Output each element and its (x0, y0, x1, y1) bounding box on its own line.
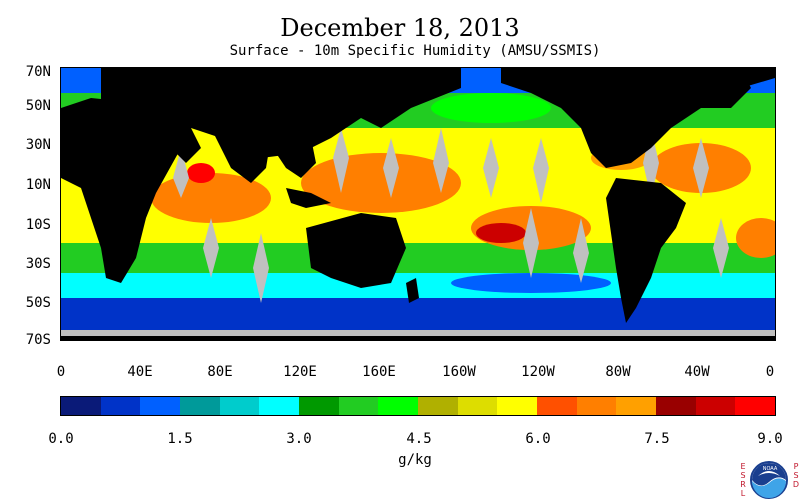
lon-label-80e: 80E (207, 364, 233, 380)
swath (483, 138, 499, 198)
missing-data-swaths (61, 80, 775, 340)
lat-label-50n: 50N (25, 98, 51, 114)
colorbar-swatch-15 (656, 397, 696, 415)
lon-label-120e: 120E (283, 364, 317, 380)
warm-core-arabian (187, 163, 215, 183)
humidity-map (60, 67, 776, 341)
logo-esrl-text: ESRL (740, 462, 746, 498)
lat-label-70s: 70S (25, 332, 51, 348)
logo-name: NOAA (762, 466, 778, 472)
colorbar-swatch-3 (180, 397, 220, 415)
colorbar-swatch-14 (616, 397, 657, 415)
colorbar-swatch-6 (299, 397, 339, 415)
colorbar-tick-3: 4.5 (406, 431, 432, 447)
lat-label-70n: 70N (25, 64, 51, 80)
swath (203, 218, 219, 278)
africa (61, 98, 181, 283)
lon-label-0-west: 0 (56, 364, 66, 380)
swath (333, 128, 349, 193)
map-title: December 18, 2013 (280, 14, 520, 42)
colorbar (60, 396, 776, 416)
swath (253, 233, 269, 303)
swath (523, 208, 539, 278)
colorbar-tick-4: 6.0 (525, 431, 551, 447)
lon-label-0-east: 0 (765, 364, 775, 380)
greenland (681, 68, 751, 108)
logo-psd-text: PSD (792, 462, 800, 489)
lat-label-50s: 50S (25, 295, 51, 311)
colorbar-swatch-0 (61, 397, 101, 415)
australia (306, 213, 406, 288)
colorbar-swatch-10 (457, 397, 498, 415)
colorbar-tick-0: 0.0 (48, 431, 74, 447)
colorbar-swatch-17 (735, 397, 776, 415)
colorbar-swatch-1 (100, 397, 141, 415)
colorbar-swatch-8 (378, 397, 419, 415)
lon-label-160e: 160E (362, 364, 396, 380)
colorbar-tick-2: 3.0 (286, 431, 312, 447)
colorbar-swatch-13 (576, 397, 617, 415)
colorbar-swatch-9 (418, 397, 458, 415)
southeast-asia (271, 128, 316, 178)
colorbar-swatch-12 (537, 397, 577, 415)
colorbar-swatch-5 (259, 397, 300, 415)
new-zealand (406, 278, 419, 303)
lon-label-80w: 80W (605, 364, 631, 380)
swath (693, 138, 709, 198)
map-subtitle: Surface - 10m Specific Humidity (AMSU/SS… (229, 43, 601, 59)
colorbar-swatch-4 (219, 397, 260, 415)
lat-label-30n: 30N (25, 137, 51, 153)
swath (573, 218, 589, 283)
swath (533, 138, 549, 203)
eurasia (101, 68, 461, 178)
lon-label-120w: 120W (521, 364, 555, 380)
south-america (606, 178, 686, 323)
warm-core-south-pacific (476, 223, 526, 243)
colorbar-swatch-2 (140, 397, 181, 415)
swath (713, 218, 729, 278)
swath (433, 128, 449, 193)
cool-patch-north-pacific (431, 93, 551, 123)
lat-label-10n: 10N (25, 177, 51, 193)
colorbar-tick-1: 1.5 (167, 431, 193, 447)
antarctica (61, 336, 775, 340)
lon-label-40e: 40E (127, 364, 153, 380)
south-asia (211, 128, 271, 183)
cool-patch-south-pacific (451, 273, 611, 293)
colorbar-tick-5: 7.5 (644, 431, 670, 447)
colorbar-tick-6: 9.0 (757, 431, 783, 447)
colorbar-swatch-11 (497, 397, 538, 415)
indonesia (286, 188, 331, 208)
warm-core-south-atlantic (736, 218, 775, 258)
antarctic-ice (61, 330, 775, 340)
noaa-logo (750, 461, 788, 499)
swath (383, 138, 399, 198)
land-masses (61, 68, 775, 340)
colorbar-swatch-16 (695, 397, 736, 415)
lon-label-160w: 160W (442, 364, 476, 380)
lat-label-10s: 10S (25, 217, 51, 233)
swath (173, 148, 189, 198)
lat-label-30s: 30S (25, 256, 51, 272)
lon-label-40w: 40W (684, 364, 710, 380)
colorbar-swatch-7 (338, 397, 379, 415)
arabia (161, 128, 201, 163)
colorbar-units: g/kg (398, 452, 432, 468)
